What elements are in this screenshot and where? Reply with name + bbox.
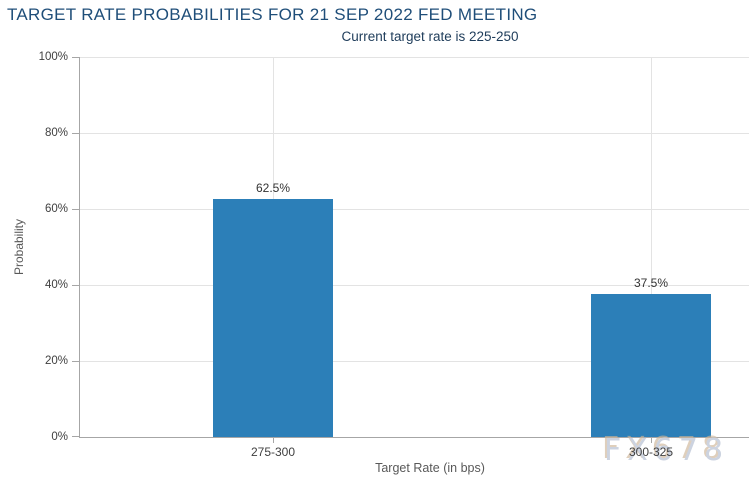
- x-tick-mark: [273, 437, 274, 443]
- watermark: FX678: [604, 433, 730, 468]
- y-axis-title: Probability: [12, 218, 26, 276]
- plot-area: 0% 20% 40% 60% 80% 100% 275-300 62.5% 300-325 37.…: [39, 51, 749, 459]
- y-tick-label: 20%: [44, 355, 68, 367]
- bar-value-label: 37.5%: [633, 276, 669, 290]
- y-tick-label: 40%: [44, 279, 68, 291]
- y-tick-mark: [72, 361, 79, 362]
- y-tick-label: 0%: [51, 431, 68, 443]
- x-tick-mark: [651, 437, 652, 443]
- chart-title: TARGET RATE PROBABILITIES FOR 21 SEP 202…: [7, 5, 538, 24]
- y-tick-mark: [72, 133, 79, 134]
- gridline-vertical: [651, 57, 652, 437]
- y-tick-label: 80%: [44, 127, 68, 139]
- gridline-horizontal: [80, 361, 749, 362]
- y-tick-mark: [72, 57, 79, 58]
- y-tick-mark: [72, 285, 79, 286]
- gridline-horizontal: [80, 285, 749, 286]
- y-tick-label: 60%: [44, 203, 68, 215]
- y-tick-mark: [72, 209, 79, 210]
- probability-bar[interactable]: [213, 199, 333, 437]
- bar-value-label: 62.5%: [255, 181, 291, 195]
- x-axis-title: Target Rate (in bps): [375, 461, 485, 475]
- y-tick-label: 100%: [38, 51, 68, 63]
- gridline-horizontal: [80, 209, 749, 210]
- chart-subtitle: Current target rate is 225-250: [341, 29, 519, 44]
- x-tick-label: 300-325: [628, 445, 674, 459]
- y-tick-mark: [72, 436, 79, 437]
- x-tick-label: 275-300: [250, 445, 296, 459]
- gridline-horizontal: [80, 133, 749, 134]
- probability-bar[interactable]: [591, 294, 711, 437]
- gridline-horizontal: [80, 57, 749, 58]
